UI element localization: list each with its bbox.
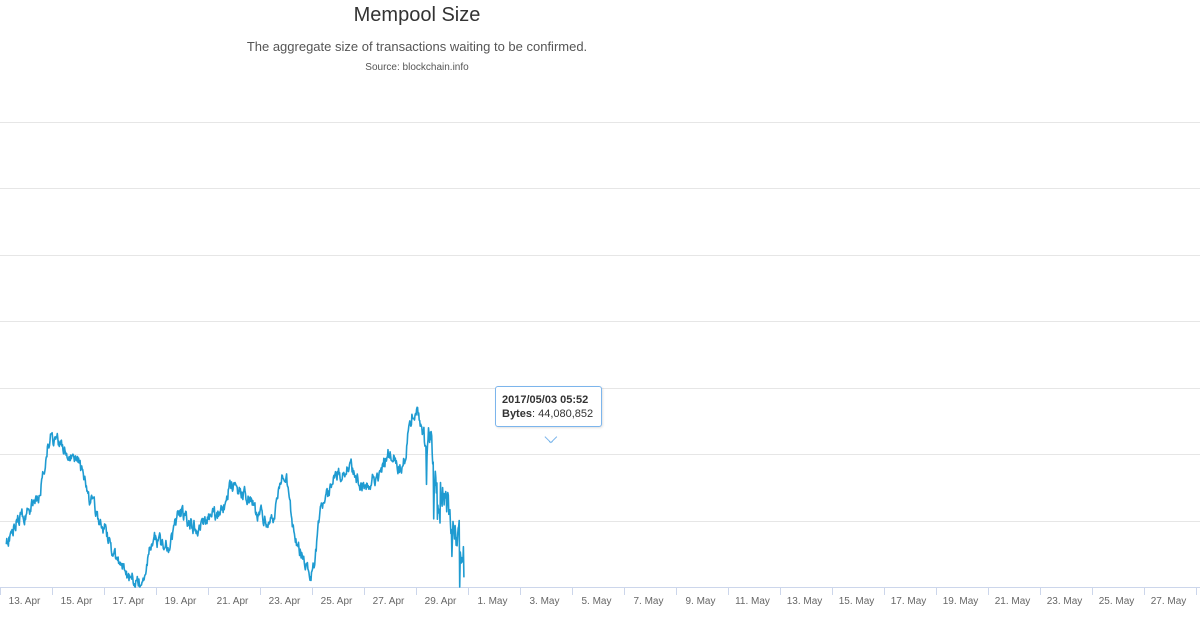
series-line-mempool-bytes [5, 406, 465, 588]
tooltip-value: 44,080,852 [538, 408, 594, 420]
x-tick-label: 15. Apr [61, 596, 93, 607]
series-layer [5, 406, 465, 588]
hover-layer [544, 436, 558, 444]
tooltip-pointer [544, 436, 558, 444]
grid-layer [0, 122, 1200, 522]
x-tick-label: 3. May [529, 596, 559, 607]
chart-title: Mempool Size [353, 4, 481, 26]
x-tick-label: 23. May [1047, 596, 1083, 607]
x-tick-label: 25. Apr [321, 596, 353, 607]
x-tick-label: 17. May [891, 596, 927, 607]
tooltip-separator: : [531, 408, 539, 420]
chart-source: Source: blockchain.info [365, 62, 469, 73]
x-tick-label: 5. May [581, 596, 611, 607]
x-tick-label: 29. Apr [425, 596, 457, 607]
x-tick-label: 23. Apr [269, 596, 301, 607]
x-tick-label: 9. May [685, 596, 715, 607]
tooltip-series-label: Bytes [502, 408, 532, 420]
x-tick-label: 15. May [839, 596, 875, 607]
x-tick-label: 27. May [1151, 596, 1187, 607]
x-tick-label: 1. May [477, 596, 507, 607]
x-tick-label: 21. Apr [217, 596, 249, 607]
chart-subtitle: The aggregate size of transactions waiti… [246, 39, 588, 54]
x-tick-label: 19. May [943, 596, 979, 607]
data-tooltip: 2017/05/03 05:52 Bytes: 44,080,852 [495, 386, 603, 427]
x-tick-label: 13. Apr [9, 596, 41, 607]
tooltip-value-line: Bytes: 44,080,852 [502, 407, 593, 421]
x-tick-label: 11. May [735, 596, 770, 607]
x-tick-label: 13. May [787, 596, 823, 607]
x-tick-label: 27. Apr [373, 596, 405, 607]
x-axis: 13. Apr 15. Apr 17. Apr 19. Apr 21. Apr 23. A… [0, 587, 1200, 607]
x-tick-label: 17. Apr [113, 596, 145, 607]
x-tick-label: 21. May [995, 596, 1031, 607]
tooltip-date: 2017/05/03 05:52 [502, 394, 589, 406]
x-tick-label: 25. May [1099, 596, 1135, 607]
x-tick-label: 19. Apr [165, 596, 197, 607]
x-tick-label: 7. May [633, 596, 663, 607]
